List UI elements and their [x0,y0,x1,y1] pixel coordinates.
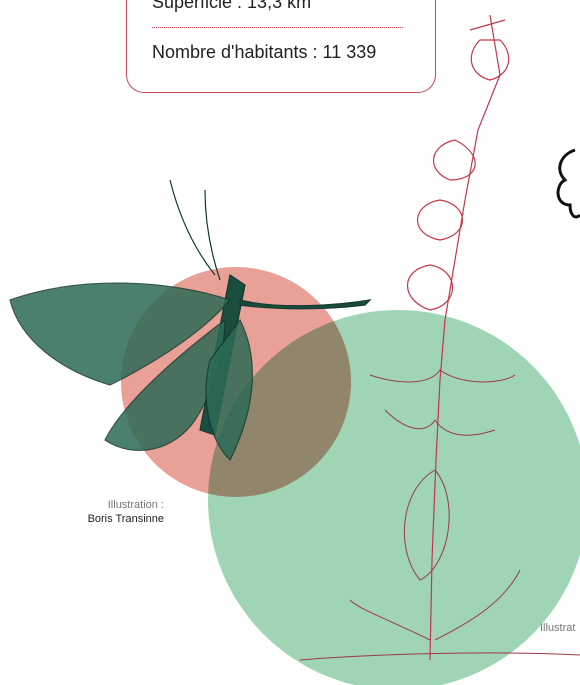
area: Superficie : 13,3 km [152,0,311,13]
info-box: Superficie : 13,3 km Nombre d'habitants … [126,0,436,93]
green-circle [208,310,580,685]
caption-label: Illustration : [88,498,164,512]
separator [152,27,403,28]
illustration [0,0,580,685]
page: Fiche commune {"info_box": {"area": "Sup… [0,0,580,685]
body: Superficie : 13,3 km Nombre d'habitants … [0,0,580,685]
doodle [558,150,580,217]
population: Nombre d'habitants : 11 339 [152,42,376,63]
caption: Illustrat [540,621,575,635]
caption-author: Boris Transinne [88,512,164,526]
caption: Illustration : Boris Transinne [88,498,164,526]
caption-label: Illustrat [540,621,575,635]
